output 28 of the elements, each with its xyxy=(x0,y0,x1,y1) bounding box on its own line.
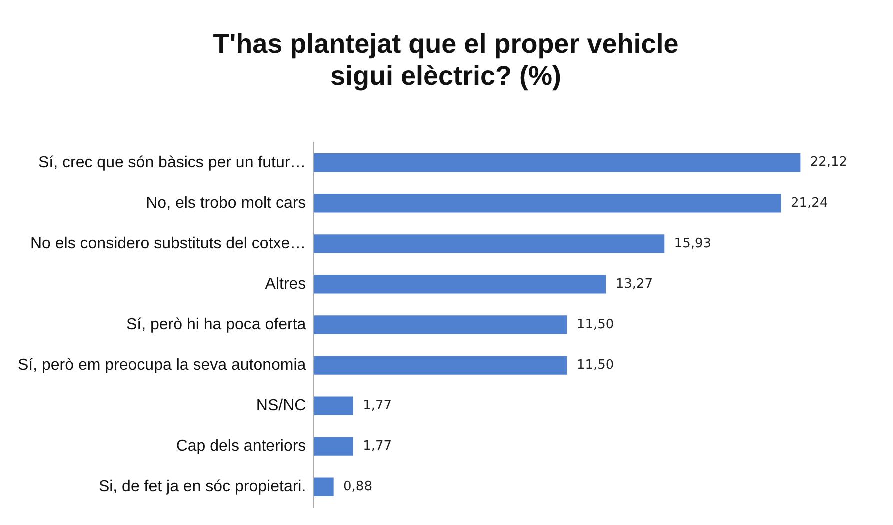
y-tick-label: Altres xyxy=(265,276,306,293)
bar xyxy=(314,356,568,375)
bar xyxy=(314,437,354,456)
bar xyxy=(314,234,665,254)
y-tick-label: Sí, però hi ha poca oferta xyxy=(126,316,306,334)
y-tick-label: Cap dels anteriors xyxy=(176,438,306,456)
y-tick-label: Si, de fet ja en sóc propietari. xyxy=(98,478,306,496)
y-tick-label: No, els trobo molt cars xyxy=(146,194,306,212)
bar xyxy=(314,275,606,294)
data-label: 1,77 xyxy=(363,398,392,414)
data-label: 11,50 xyxy=(576,317,614,332)
y-tick-label: No els considero substituts del cotxe… xyxy=(30,235,306,252)
data-label: 11,50 xyxy=(576,358,614,373)
data-label: 15,93 xyxy=(674,236,712,252)
y-tick-label: Sí, però em preocupa la seva autonomia xyxy=(18,356,306,374)
chart-title: T'has plantejat que el proper vehicle sigui elèctric? (%) xyxy=(212,28,680,92)
bar xyxy=(314,316,568,334)
bar xyxy=(314,194,782,213)
data-label: 1,77 xyxy=(363,438,392,454)
data-label: 0,88 xyxy=(344,480,372,495)
y-tick-label: NS/NC xyxy=(256,397,306,414)
bar xyxy=(314,478,334,496)
data-label: 13,27 xyxy=(616,276,654,292)
data-label: 21,24 xyxy=(791,196,828,211)
data-label: 22,12 xyxy=(810,155,848,170)
bar xyxy=(314,154,801,172)
y-tick-label: Sí, crec que són bàsics per un futur… xyxy=(38,154,306,172)
bar xyxy=(314,396,354,416)
